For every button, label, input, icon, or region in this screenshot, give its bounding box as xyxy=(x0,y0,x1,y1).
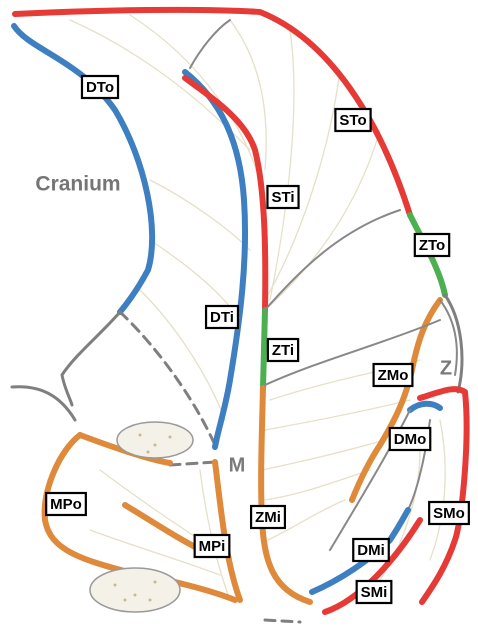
cranium-label: Cranium xyxy=(35,173,120,196)
region-label: MPi xyxy=(195,535,230,557)
region-name: DTo xyxy=(86,79,114,96)
region-name: ZMi xyxy=(255,509,281,526)
region-name: ZTi xyxy=(272,342,294,359)
region-label: SMi xyxy=(357,581,392,603)
region-name: MPo xyxy=(50,496,82,513)
region-label: DTo xyxy=(82,76,118,98)
region-label: ZMi xyxy=(251,506,285,528)
region-label: ZTi xyxy=(268,339,298,361)
region-label: SMo xyxy=(429,502,469,524)
region-name: DMo xyxy=(394,431,427,448)
region-label: ZMo xyxy=(374,364,413,386)
region-name: ZMo xyxy=(378,367,409,384)
region-name: SMi xyxy=(361,584,388,601)
region-label: ZTo xyxy=(415,234,449,256)
region-label: DMi xyxy=(353,539,389,561)
region-label: DTi xyxy=(206,306,238,328)
letter-m: M xyxy=(229,454,246,476)
region-name: ZTo xyxy=(419,237,445,254)
region-name: DMi xyxy=(357,542,385,559)
region-label: DMo xyxy=(390,428,431,450)
diagram: Cranium Z M DTo STo STi ZTo DTi ZTi ZMo DMo MPo Z… xyxy=(0,0,478,632)
outlines xyxy=(12,10,467,622)
letter-z: Z xyxy=(440,357,452,379)
region-name: MPi xyxy=(199,538,226,555)
region-name: DTi xyxy=(210,309,234,326)
region-name: STo xyxy=(339,112,366,129)
region-label: MPo xyxy=(46,493,86,515)
region-label: STo xyxy=(335,109,370,131)
region-label: STi xyxy=(267,186,298,208)
region-name: STi xyxy=(271,189,294,206)
region-name: SMo xyxy=(433,505,465,522)
